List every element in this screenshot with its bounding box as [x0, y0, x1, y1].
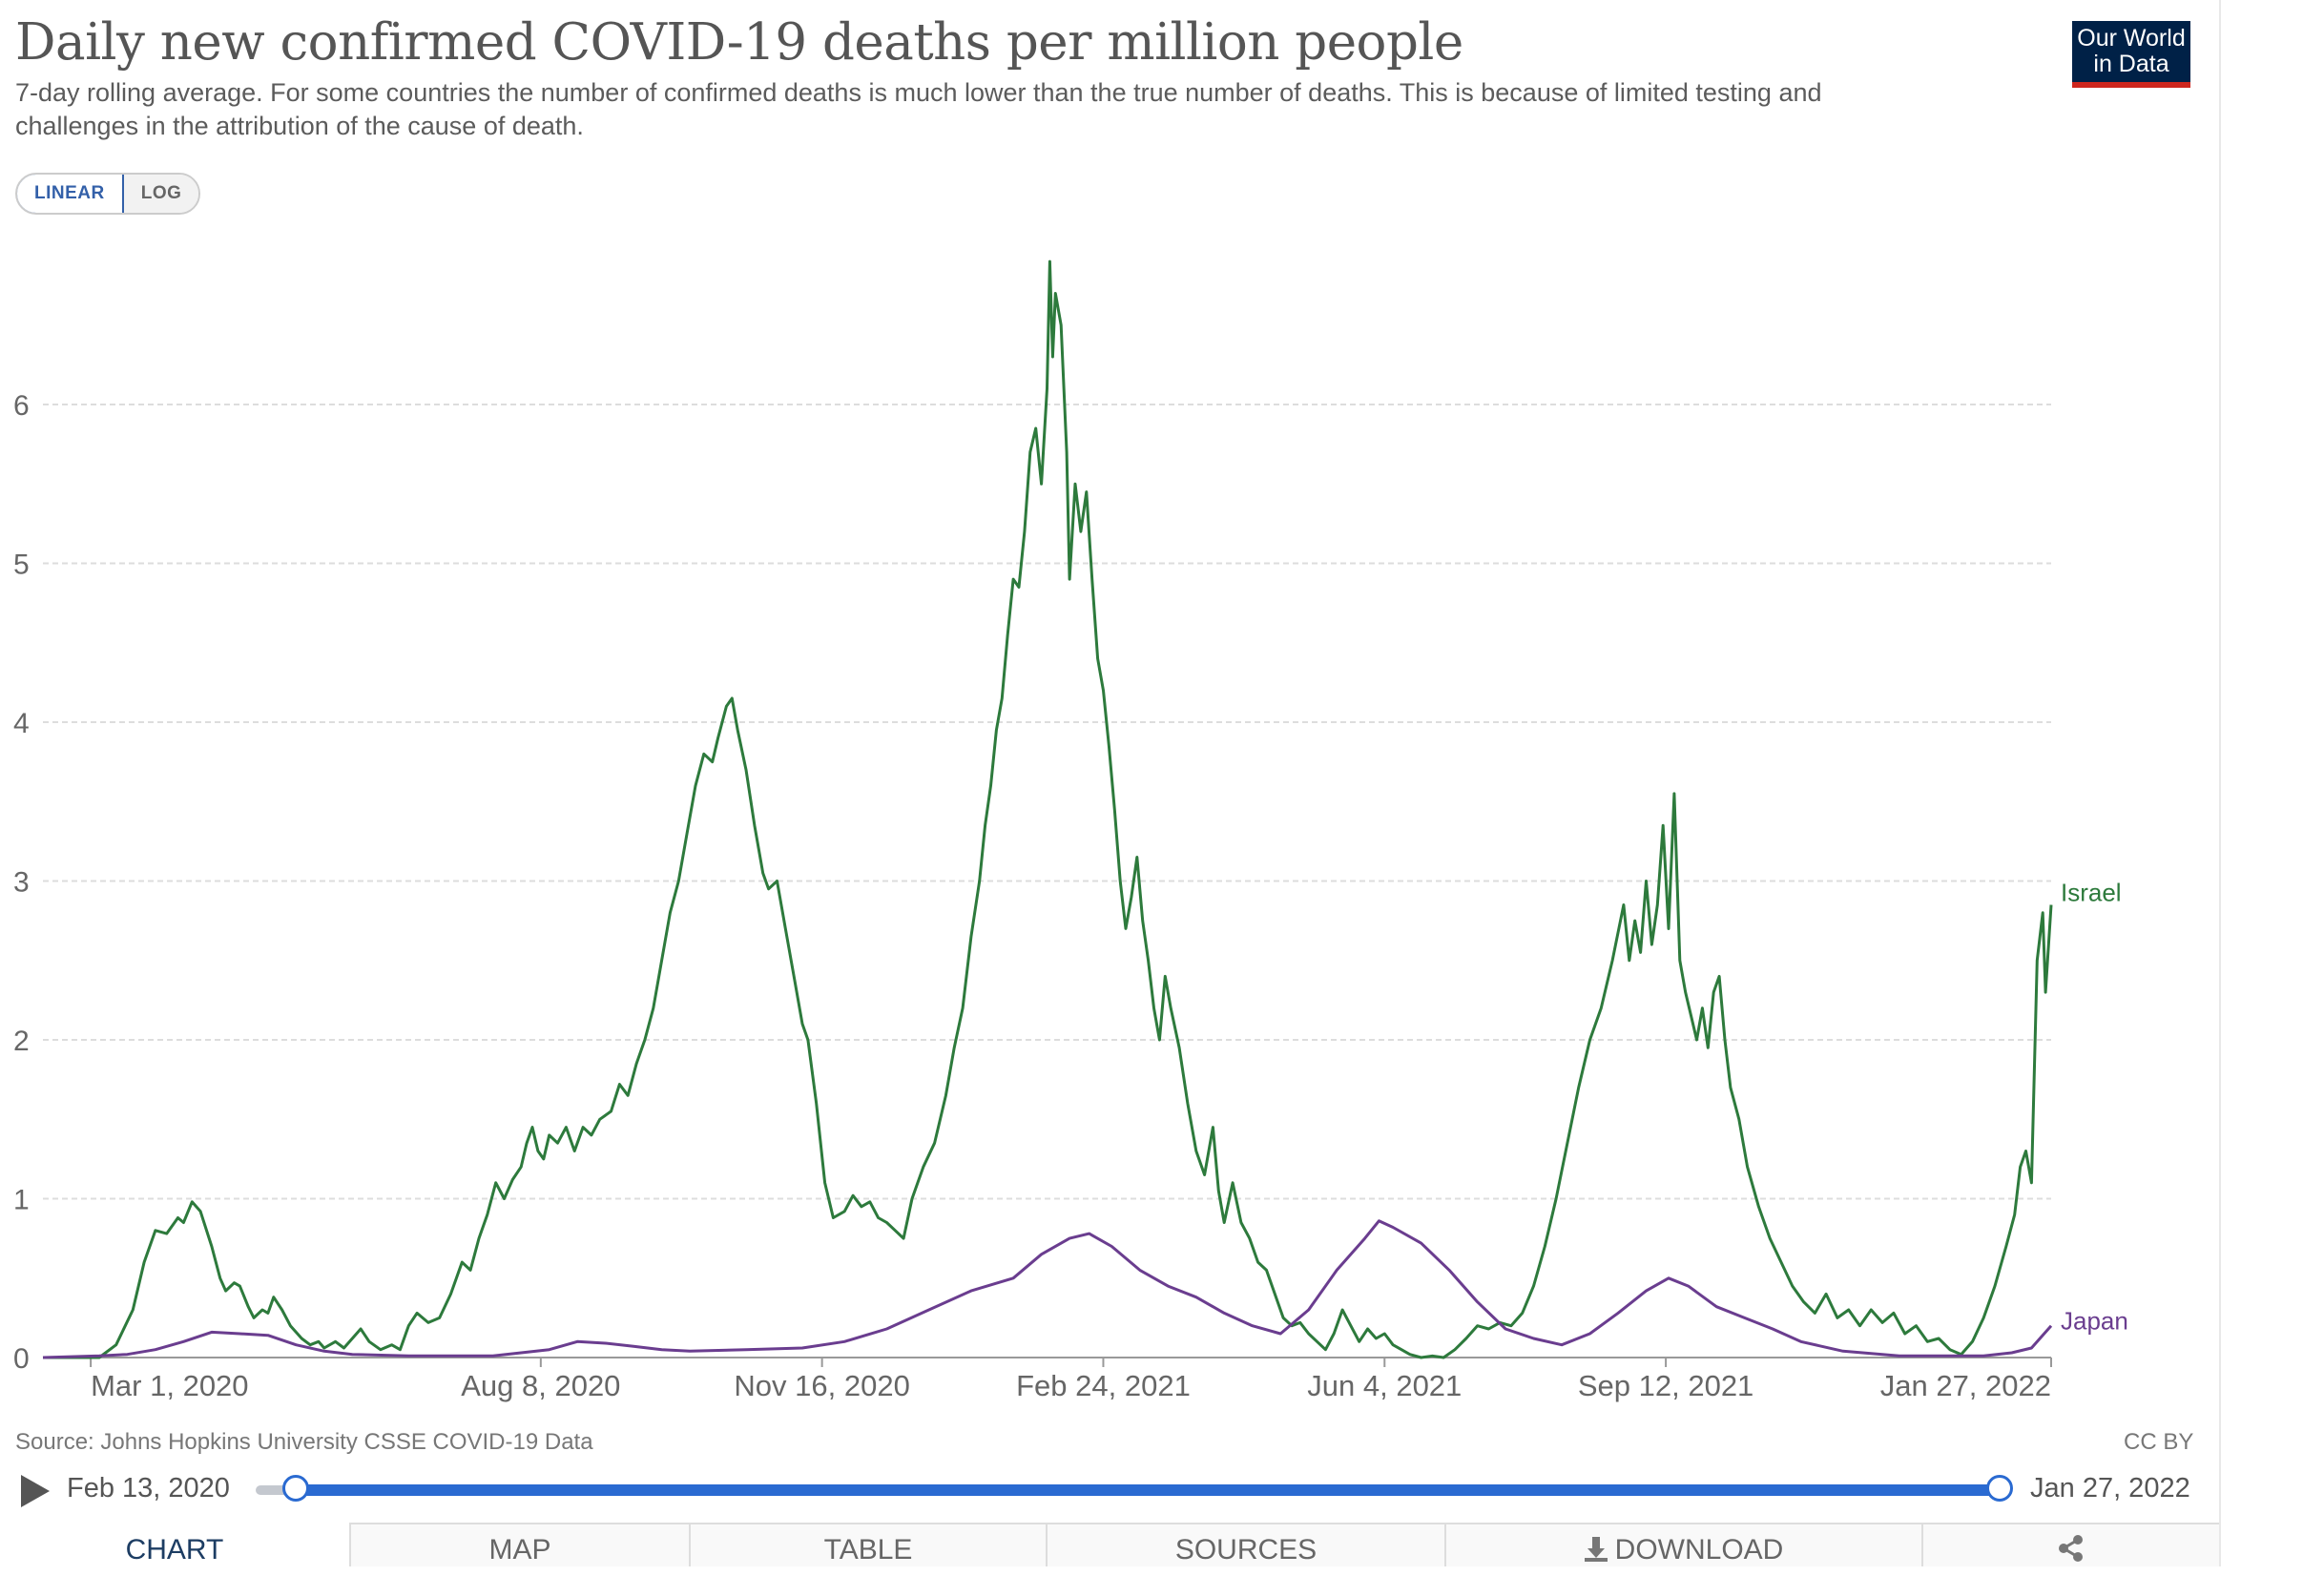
y-tick-label: 1	[13, 1185, 30, 1216]
y-tick-label: 5	[13, 550, 30, 581]
y-tick-label: 3	[13, 867, 30, 899]
timeline-end-label: Jan 27, 2022	[2030, 1473, 2190, 1503]
x-tick-label: Jan 27, 2022	[1880, 1369, 2051, 1402]
y-tick-label: 6	[13, 390, 30, 422]
play-icon[interactable]	[21, 1475, 50, 1507]
logo-line1: Our World	[2077, 25, 2186, 52]
x-tick-label: Sep 12, 2021	[1578, 1369, 1753, 1402]
download-label: DOWNLOAD	[1614, 1534, 1784, 1566]
y-tick-label: 4	[13, 708, 30, 739]
share-icon	[2059, 1535, 2083, 1562]
series-label-japan: Japan	[2061, 1307, 2128, 1336]
timeline-end-handle[interactable]	[1986, 1475, 2013, 1502]
series-line-japan	[42, 1219, 2053, 1359]
timeline-start-handle[interactable]	[282, 1475, 309, 1502]
scale-toggle: LINEAR LOG	[15, 173, 201, 215]
log-scale-button[interactable]: LOG	[123, 175, 199, 213]
timeline-selection	[296, 1484, 2000, 1496]
download-icon	[1584, 1537, 1608, 1562]
y-tick-label: 0	[13, 1343, 30, 1375]
tab-bar: CHART MAP TABLE SOURCES DOWNLOAD	[0, 1523, 2219, 1566]
owid-logo[interactable]: Our World in Data	[2072, 21, 2190, 88]
chart-subtitle: 7-day rolling average. For some countrie…	[15, 78, 1822, 140]
x-tick-label: Nov 16, 2020	[734, 1369, 909, 1402]
timeline-start-label: Feb 13, 2020	[67, 1473, 230, 1503]
timeline: Feb 13, 2020 Jan 27, 2022	[0, 1469, 2219, 1511]
tab-map[interactable]: MAP	[349, 1523, 689, 1566]
tab-table[interactable]: TABLE	[689, 1523, 1046, 1566]
series-line-israel	[43, 259, 2053, 1359]
chart-frame: Daily new confirmed COVID-19 deaths per …	[0, 0, 2221, 1566]
source-note: Source: Johns Hopkins University CSSE CO…	[15, 1429, 593, 1455]
x-tick-label: Mar 1, 2020	[91, 1369, 248, 1402]
x-tick-label: Feb 24, 2021	[1016, 1369, 1191, 1402]
tab-share[interactable]	[1921, 1523, 2219, 1566]
x-tick-label: Aug 8, 2020	[461, 1369, 620, 1402]
tab-chart[interactable]: CHART	[0, 1523, 349, 1566]
tab-download[interactable]: DOWNLOAD	[1444, 1523, 1921, 1566]
y-tick-label: 2	[13, 1026, 30, 1057]
series-label-israel: Israel	[2061, 878, 2122, 906]
logo-line2: in Data	[2093, 51, 2169, 77]
chart-title: Daily new confirmed COVID-19 deaths per …	[15, 13, 1463, 72]
linear-scale-button[interactable]: LINEAR	[17, 175, 124, 213]
x-tick-label: Jun 4, 2021	[1307, 1369, 1462, 1402]
tab-sources[interactable]: SOURCES	[1046, 1523, 1444, 1566]
license-link[interactable]: CC BY	[2124, 1429, 2194, 1455]
line-chart: 0 1 2 3 4 5 6 Mar 1, 2020 Aug 8, 2020 Nov 16, 202…	[13, 259, 2128, 1402]
